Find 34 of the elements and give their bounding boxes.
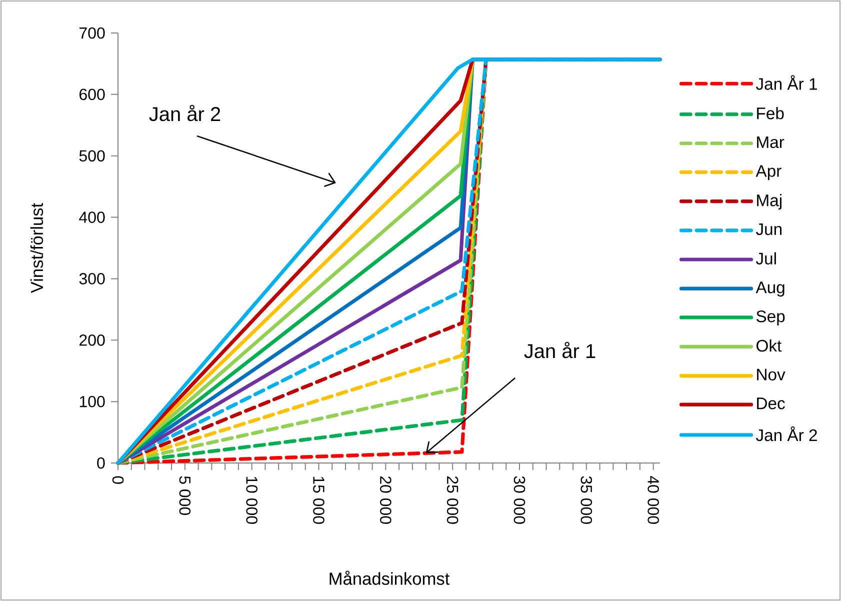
legend-label: Sep [756, 310, 785, 326]
y-tick-label: 700 [80, 27, 105, 39]
y-tick-label: 200 [80, 334, 105, 346]
x-tick-label: 40 000 [648, 476, 659, 524]
x-tick-label: 25 000 [446, 476, 458, 524]
y-tick-label: 300 [79, 273, 105, 284]
x-axis-title: Månadsinkomst [330, 570, 450, 585]
x-tick-label: 5 000 [179, 476, 191, 515]
legend-label: Aug [756, 282, 784, 297]
y-axis-title: Vinst/förlust [30, 203, 44, 294]
annotation: Jan år 1 [524, 342, 596, 358]
x-tick-label: 0 [112, 476, 124, 484]
annotation: Jan år 2 [149, 104, 220, 122]
x-tick-label: 30 000 [514, 476, 526, 524]
legend-label: Jan År 2 [756, 426, 817, 442]
legend-label: Maj [757, 194, 782, 210]
x-tick-label: 10 000 [246, 476, 258, 524]
x-tick-label: 35 000 [580, 476, 592, 524]
legend-label: Mar [757, 136, 784, 148]
x-tick-label: 20 000 [380, 476, 392, 524]
x-tick-label: 15 000 [313, 476, 324, 524]
legend-label: Jan År 1 [756, 75, 817, 90]
legend-label: Jun [756, 223, 782, 236]
legend-label: Apr [756, 165, 782, 180]
legend-label: Jul [756, 252, 776, 264]
y-tick-label: 0 [97, 457, 105, 469]
legend-label: Feb [757, 107, 784, 120]
legend-label: Okt [756, 339, 782, 352]
legend-label: Dec [757, 398, 785, 410]
y-tick-label: 600 [80, 88, 105, 100]
y-tick-label: 500 [79, 150, 105, 162]
legend-label: Nov [757, 368, 786, 380]
y-tick-label: 400 [79, 212, 105, 223]
y-tick-label: 100 [80, 396, 105, 408]
